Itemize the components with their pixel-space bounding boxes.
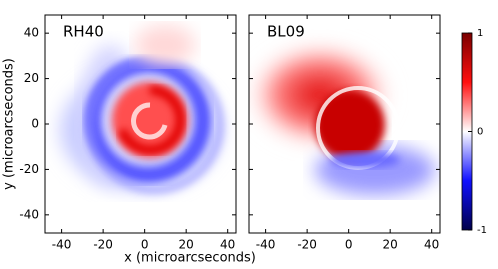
colorbar-tick-label: 0 [477,127,483,138]
heatmap-image [45,15,235,233]
x-tick-label: 0 [345,238,353,252]
heatmap-image [249,15,440,233]
x-tick-label: 40 [424,238,439,252]
y-tick-label: -20 [19,162,39,176]
x-tick-label: -40 [52,238,72,252]
x-tick-label: -20 [297,238,317,252]
x-tick-label: 20 [383,238,398,252]
y-tick-label: 0 [31,117,39,131]
x-tick-label: 40 [220,238,235,252]
y-tick-label: -40 [19,207,39,221]
colorbar-tick-label: -1 [477,225,487,236]
panel-title: BL09 [267,23,305,41]
x-tick-label: 20 [179,238,194,252]
x-tick-label: -20 [93,238,113,252]
x-tick-label: 0 [141,238,149,252]
x-tick-label: -40 [256,238,276,252]
y-tick-label: 40 [24,26,39,40]
y-axis-label: y (microarcseconds) [2,58,17,190]
x-axis-label: x (microarcseconds) [124,251,256,266]
panel-title: RH40 [63,23,104,41]
colorbar-tick-label: 1 [477,28,483,39]
y-tick-label: 20 [24,71,39,85]
